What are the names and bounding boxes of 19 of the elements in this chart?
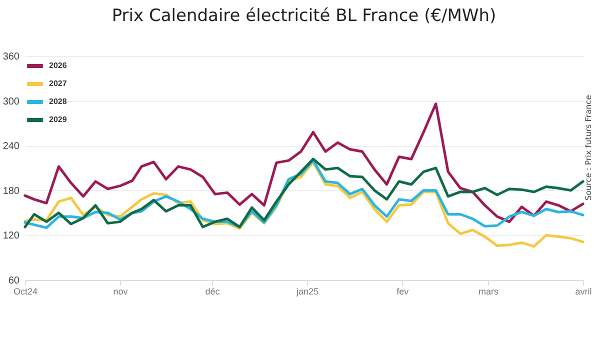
legend-label: 2028: [49, 97, 68, 106]
x-tick-label: fev: [396, 286, 410, 296]
legend-label: 2026: [49, 61, 68, 70]
y-tick-label: 180: [2, 186, 20, 197]
x-tick-label: mars: [478, 286, 499, 296]
y-tick-label: 240: [2, 141, 20, 152]
x-tick-label: nov: [113, 286, 128, 296]
x-tick-label: jan25: [296, 286, 319, 296]
x-tick-label: avril: [575, 286, 592, 296]
source-note: Source : Prix futurs France: [584, 95, 593, 200]
x-tick-label: déc: [205, 286, 220, 296]
y-tick-label: 60: [8, 276, 20, 286]
x-tick-label: Oct24: [13, 286, 38, 296]
chart-title: Prix Calendaire électricité BL France (€/MWh): [112, 6, 496, 26]
y-tick-label: 360: [2, 52, 20, 62]
legend-label: 2027: [49, 79, 68, 88]
y-tick-label: 120: [2, 230, 20, 242]
y-tick-label: 300: [2, 96, 20, 108]
legend-label: 2029: [49, 115, 68, 124]
